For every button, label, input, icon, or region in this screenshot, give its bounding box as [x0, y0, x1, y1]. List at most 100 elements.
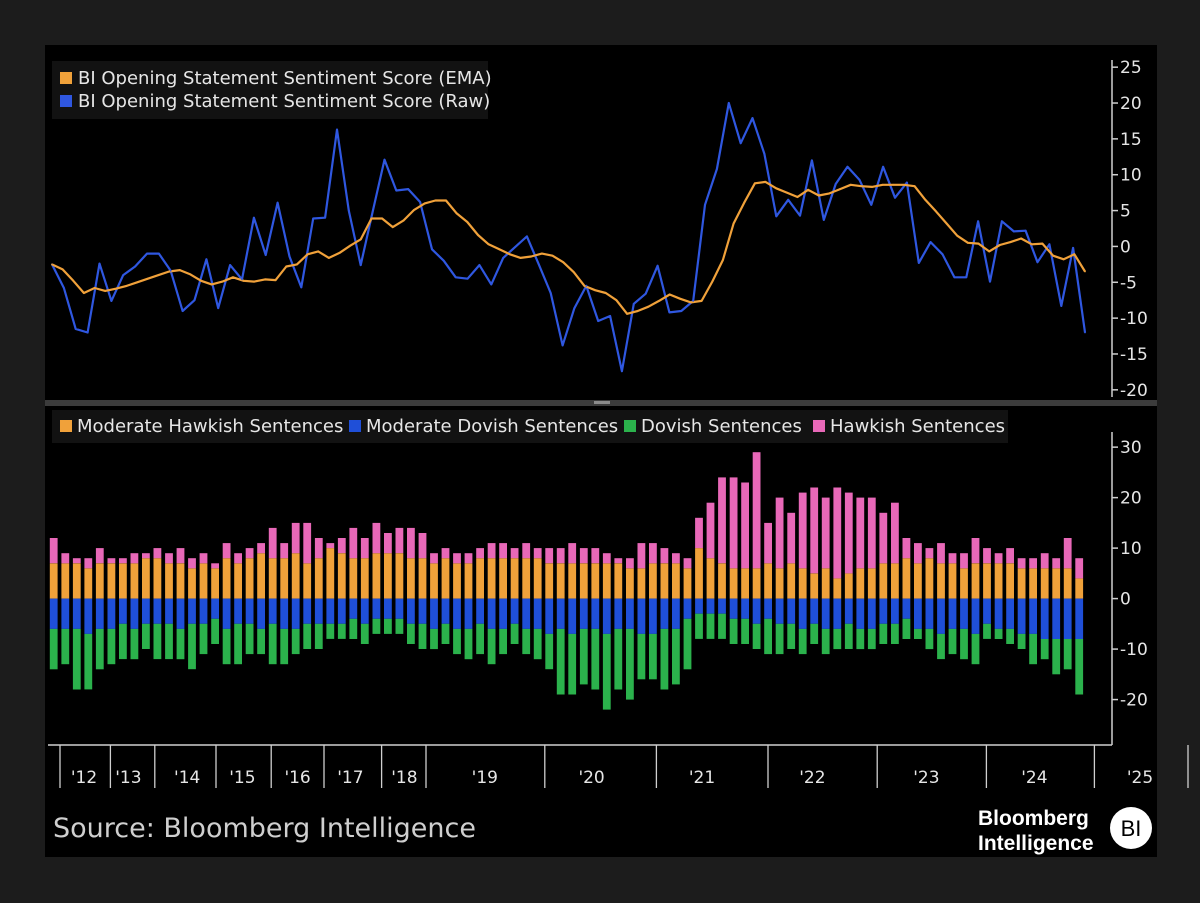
dovish-bar — [914, 628, 922, 639]
raw-score-point — [300, 286, 303, 289]
raw-score-point — [431, 248, 433, 251]
moderate-dovish-bar — [718, 598, 726, 614]
chart-frame — [45, 45, 1157, 857]
dovish-bar — [960, 628, 968, 660]
moderate-dovish-bar — [556, 598, 565, 629]
hawkish-bar — [395, 527, 404, 554]
x-tick-label: '20 — [578, 768, 604, 788]
raw-score-point — [336, 128, 338, 131]
hawkish-bar — [142, 553, 150, 559]
moderate-dovish-bar — [257, 598, 265, 629]
ema-score-point — [594, 289, 597, 292]
hawkish-bar — [314, 538, 323, 559]
sentences-y-tick-label: -20 — [1120, 691, 1148, 711]
raw-score-point — [573, 307, 576, 309]
moderate-dovish-bar — [418, 598, 427, 624]
sentences-y-tick-label: 30 — [1120, 438, 1142, 458]
dovish-bar — [1075, 639, 1084, 695]
x-tick-label: '25 — [1127, 768, 1153, 788]
ema-score-point — [881, 183, 884, 186]
dovish-bar — [764, 618, 772, 655]
ema-score-point — [487, 243, 490, 246]
legend-swatch-dovish — [624, 420, 636, 432]
ema-score-point — [658, 300, 660, 302]
ema-score-point — [242, 279, 245, 282]
sentiment-y-tick-label: -15 — [1120, 345, 1148, 365]
moderate-dovish-bar — [891, 598, 899, 624]
hawkish-bar — [602, 553, 611, 564]
moderate-hawkish-bar — [856, 568, 865, 599]
sentiment-y-tick-label: 0 — [1120, 237, 1131, 257]
bi-badge-text: BI — [1121, 816, 1142, 841]
panel-resize-handle[interactable] — [594, 401, 610, 404]
ema-score-point — [551, 254, 554, 257]
moderate-hawkish-bar — [695, 548, 703, 599]
sentences-y-tick-label: 20 — [1120, 489, 1142, 509]
legend-label-raw: BI Opening Statement Sentiment Score (Ra… — [78, 91, 490, 112]
raw-score-point — [181, 310, 184, 312]
hawkish-bar — [810, 487, 819, 574]
hawkish-bar — [291, 522, 300, 554]
moderate-hawkish-bar — [176, 563, 185, 599]
hawkish-bar — [418, 533, 427, 559]
hawkish-bar — [384, 533, 392, 554]
sentiment-y-tick-label: -10 — [1120, 309, 1148, 329]
dovish-bar — [718, 613, 726, 639]
moderate-dovish-bar — [268, 598, 277, 624]
moderate-dovish-bar — [165, 598, 173, 624]
moderate-hawkish-bar — [1017, 568, 1026, 599]
hawkish-bar — [879, 512, 888, 564]
hawkish-bar — [729, 477, 738, 569]
x-axis: '12 '13 '14 '15 '16 '17 '18 '19 '20 '21 '22 '23 '24 '… — [48, 744, 1189, 788]
dovish-bar — [798, 628, 807, 655]
moderate-dovish-bar — [867, 598, 876, 629]
raw-score-point — [917, 262, 920, 264]
moderate-hawkish-bar — [591, 563, 600, 599]
moderate-dovish-bar — [464, 598, 473, 629]
sentiment-legend: BI Opening Statement Sentiment Score (EM… — [60, 68, 492, 112]
raw-score-point — [526, 235, 528, 238]
raw-score-point — [454, 276, 457, 279]
raw-score-point — [929, 241, 932, 244]
moderate-hawkish-bar — [418, 558, 427, 599]
moderate-hawkish-bar — [810, 573, 819, 599]
raw-score-point — [466, 277, 469, 280]
hawkish-bar — [983, 548, 991, 564]
moderate-dovish-bar — [994, 598, 1003, 629]
ema-score-point — [540, 252, 543, 255]
moderate-hawkish-bar — [960, 568, 968, 599]
ema-score-point — [711, 280, 714, 283]
moderate-hawkish-bar — [994, 563, 1003, 599]
hawkish-bar — [326, 543, 335, 549]
moderate-hawkish-bar — [142, 558, 150, 599]
ema-score-point — [51, 263, 53, 266]
brand-line-2: Intelligence — [978, 832, 1094, 855]
moderate-dovish-bar — [130, 598, 139, 629]
hawkish-bar — [545, 548, 554, 564]
ema-score-point — [753, 182, 756, 185]
hawkish-bar — [568, 543, 577, 564]
moderate-dovish-bar — [1006, 598, 1014, 629]
raw-score-point — [989, 280, 991, 283]
raw-score-point — [585, 284, 588, 287]
raw-score-point — [977, 220, 980, 223]
legend-swatch-moderate-dovish — [349, 420, 361, 432]
ema-score-point — [977, 242, 980, 245]
dovish-bar — [165, 623, 173, 660]
dovish-bar — [602, 633, 611, 710]
hawkish-bar — [891, 502, 899, 564]
ema-score-point — [562, 261, 565, 264]
raw-score-point — [74, 327, 77, 330]
raw-score-point — [834, 183, 837, 185]
hawkish-bar — [464, 553, 473, 564]
ema-score-point — [1073, 253, 1076, 256]
ema-score-point — [72, 279, 75, 282]
dovish-bar — [1017, 633, 1026, 649]
sentiment-y-tick-label: 5 — [1120, 202, 1131, 222]
moderate-hawkish-bar — [407, 558, 415, 599]
raw-score-point — [656, 264, 659, 267]
raw-score-point — [561, 344, 564, 347]
bi-badge — [1110, 807, 1152, 849]
moderate-dovish-bar — [533, 598, 542, 629]
ema-score-point — [583, 284, 586, 287]
